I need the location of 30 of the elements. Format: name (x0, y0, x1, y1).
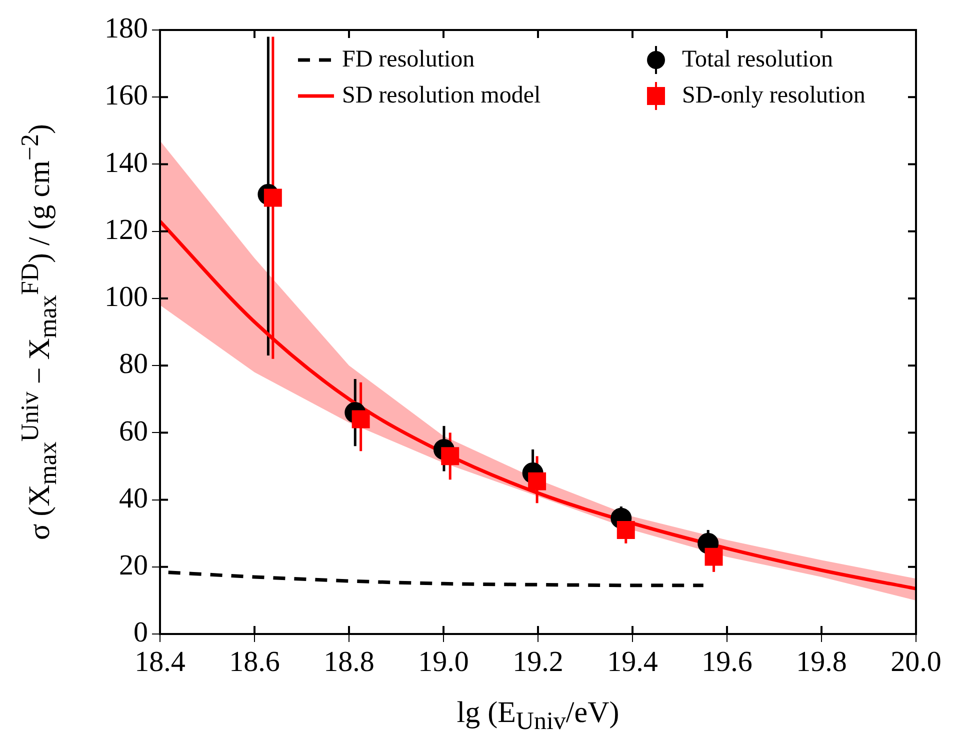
legend-label: Total resolution (682, 46, 833, 72)
point (704, 548, 723, 566)
y-tick-label: 180 (104, 12, 148, 45)
x-tick-label: 19.4 (607, 646, 658, 678)
point (264, 188, 282, 207)
point (441, 447, 460, 466)
x-tick-label: 20.0 (890, 646, 942, 678)
x-tick-label: 18.8 (324, 646, 374, 678)
x-tick-label: 19.6 (702, 646, 752, 678)
legend-label: FD resolution (342, 46, 475, 72)
y-tick-label: 120 (104, 214, 148, 246)
x-axis-title: lg (E$_{Univ}$/eV) (456, 696, 620, 736)
y-tick-label: 60 (119, 415, 148, 448)
x-tick-label: 18.6 (229, 646, 280, 678)
legend-label: SD resolution model (342, 82, 541, 108)
y-tick-label: 0 (134, 616, 148, 649)
point (352, 410, 370, 428)
point (528, 472, 546, 490)
x-tick-label: 18.4 (134, 646, 186, 678)
y-tick-label: 160 (104, 80, 148, 112)
y-tick-label: 140 (104, 146, 148, 179)
y-tick-label: 100 (104, 281, 148, 314)
x-tick-label: 19.2 (512, 646, 564, 678)
legend-label: SD-only resolution (682, 82, 866, 108)
x-tick-label: 19.0 (418, 646, 469, 678)
y-tick-label: 40 (119, 482, 148, 514)
y-tick-label: 20 (119, 550, 148, 582)
point (616, 520, 635, 539)
y-tick-label: 80 (119, 348, 148, 380)
x-tick-label: 19.8 (796, 646, 847, 678)
